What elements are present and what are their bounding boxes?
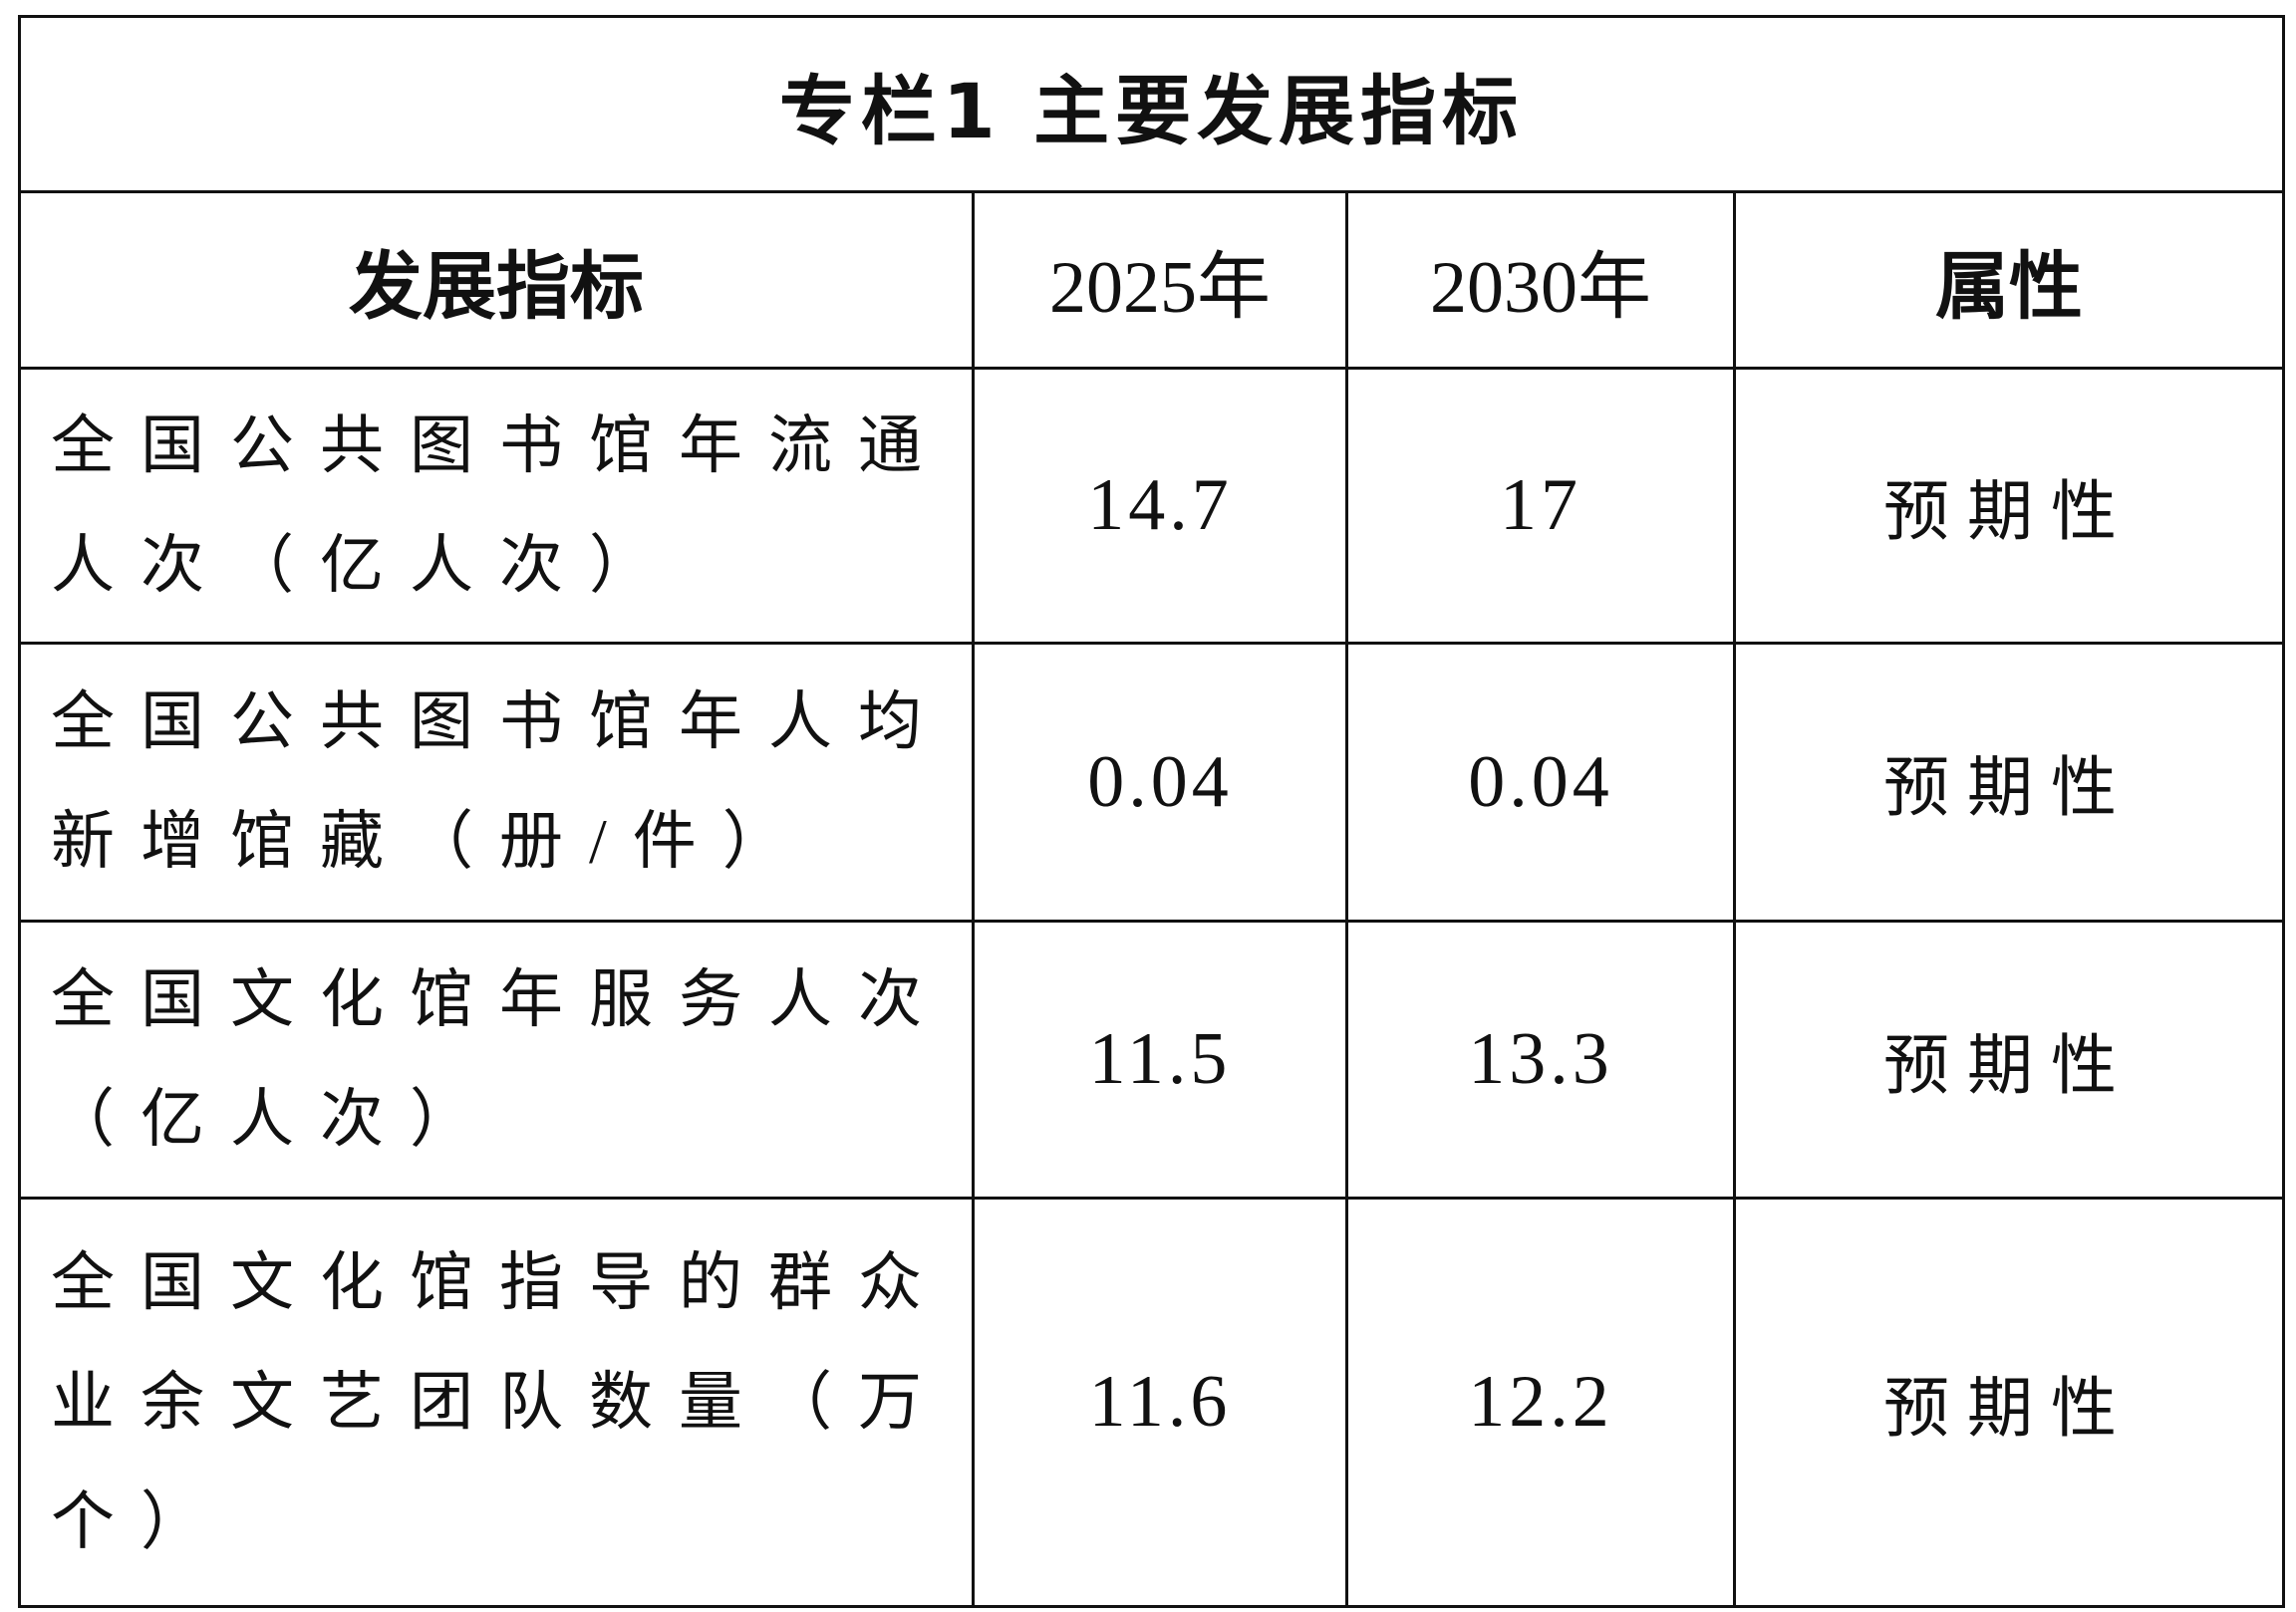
header-cell: 发展指标 — [18, 190, 975, 370]
header-cell: 2025年 — [972, 190, 1348, 370]
value-cell: 11.6 — [972, 1197, 1348, 1608]
indicator-table: 专栏1 主要发展指标 发展指标 2025年 2030年 属性 全国公共图书馆年流… — [17, 15, 2286, 1608]
indicator-name: 全国文化馆年服务人次（亿人次） — [18, 920, 975, 1200]
attribute-cell: 预期性 — [1732, 642, 2286, 923]
attribute-cell: 预期性 — [1732, 367, 2286, 645]
table-title: 专栏1 主要发展指标 — [17, 15, 2286, 193]
header-cell: 2030年 — [1345, 190, 1736, 370]
indicator-name: 全国公共图书馆年流通人次（亿人次） — [18, 367, 975, 645]
value-cell: 0.04 — [1345, 642, 1736, 923]
value-cell: 17 — [1345, 367, 1736, 645]
value-cell: 0.04 — [972, 642, 1348, 923]
table-body: 全国公共图书馆年流通人次（亿人次） 14.7 17 预期性 全国公共图书馆年人均新增馆藏… — [18, 367, 2286, 1608]
indicator-name: 全国文化馆指导的群众业余文艺团队数量（万个） — [18, 1197, 975, 1608]
value-cell: 14.7 — [972, 367, 1348, 645]
value-cell: 13.3 — [1345, 920, 1736, 1200]
value-cell: 11.5 — [972, 920, 1348, 1200]
table-row: 全国文化馆年服务人次（亿人次） 11.5 13.3 预期性 — [18, 920, 2286, 1200]
table-row: 全国公共图书馆年人均新增馆藏（册/件） 0.04 0.04 预期性 — [18, 642, 2286, 923]
indicator-name: 全国公共图书馆年人均新增馆藏（册/件） — [18, 642, 975, 923]
attribute-cell: 预期性 — [1732, 1197, 2286, 1608]
attribute-cell: 预期性 — [1732, 920, 2286, 1200]
header-cell: 属性 — [1732, 190, 2286, 370]
value-cell: 12.2 — [1345, 1197, 1736, 1608]
table-row: 全国公共图书馆年流通人次（亿人次） 14.7 17 预期性 — [18, 367, 2286, 645]
table-row: 全国文化馆指导的群众业余文艺团队数量（万个） 11.6 12.2 预期性 — [18, 1197, 2286, 1608]
